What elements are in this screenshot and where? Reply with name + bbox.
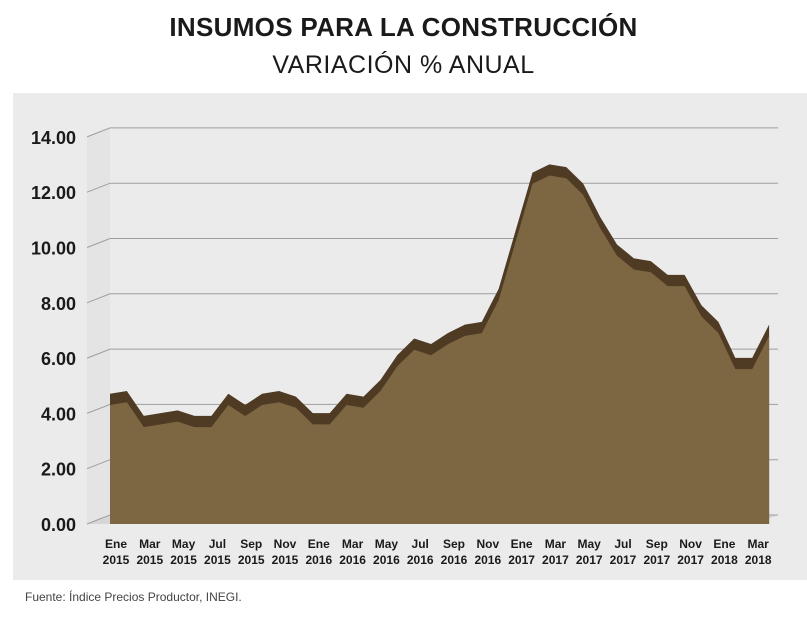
x-tick-label-month: May — [375, 537, 399, 551]
x-tick-label-year: 2017 — [576, 553, 603, 567]
x-tick-label-year: 2015 — [136, 553, 163, 567]
y-tick-label: 6.00 — [41, 349, 76, 369]
x-tick-label-year: 2017 — [643, 553, 670, 567]
x-tick-label-month: Jul — [412, 537, 429, 551]
x-tick-label-year: 2016 — [441, 553, 468, 567]
y-tick-label: 10.00 — [31, 239, 76, 259]
x-tick-label-month: May — [172, 537, 196, 551]
x-tick-label-month: May — [578, 537, 602, 551]
x-tick-label-year: 2018 — [711, 553, 738, 567]
x-tick-label-year: 2017 — [677, 553, 704, 567]
x-tick-label-year: 2016 — [305, 553, 332, 567]
x-tick-label-year: 2017 — [610, 553, 637, 567]
x-tick-label-year: 2015 — [103, 553, 130, 567]
x-tick-label-year: 2016 — [339, 553, 366, 567]
x-tick-label-month: Nov — [274, 537, 297, 551]
x-tick-label-month: Jul — [209, 537, 226, 551]
x-tick-label-month: Ene — [713, 537, 735, 551]
x-tick-label-month: Ene — [105, 537, 127, 551]
x-tick-label-month: Ene — [511, 537, 533, 551]
y-tick-label: 2.00 — [41, 460, 76, 480]
gridline — [86, 127, 779, 138]
x-tick-label-year: 2016 — [407, 553, 434, 567]
area-chart: 0.00 2.00 4.00 6.00 8.00 10.00 12.00 14.00 Ene 20… — [31, 127, 779, 567]
gridline — [86, 238, 779, 248]
area-fill — [110, 175, 770, 524]
y-tick-label: 4.00 — [41, 404, 76, 424]
gridline — [86, 182, 779, 193]
x-tick-label-month: Mar — [545, 537, 567, 551]
x-tick-label-year: 2015 — [204, 553, 231, 567]
chart-subtitle: VARIACIÓN % ANUAL — [272, 51, 535, 79]
source-note: Fuente: Índice Precios Productor, INEGI. — [25, 590, 242, 604]
x-tick-label-year: 2017 — [508, 553, 535, 567]
x-tick-label-month: Sep — [240, 537, 262, 551]
x-tick-label-month: Sep — [443, 537, 465, 551]
x-tick-label-month: Sep — [646, 537, 668, 551]
chart-side-wall — [87, 127, 110, 525]
chart-title: INSUMOS PARA LA CONSTRUCCIÓN — [169, 12, 638, 42]
x-tick-label-year: 2017 — [542, 553, 569, 567]
x-tick-label-year: 2016 — [373, 553, 400, 567]
x-tick-label-year: 2015 — [238, 553, 265, 567]
x-tick-label-month: Jul — [614, 537, 631, 551]
y-tick-label: 14.00 — [31, 128, 76, 148]
x-tick-label-month: Ene — [308, 537, 330, 551]
x-tick-label-month: Nov — [476, 537, 499, 551]
y-tick-label: 0.00 — [41, 515, 76, 535]
x-tick-label-year: 2018 — [745, 553, 772, 567]
x-tick-label-year: 2015 — [170, 553, 197, 567]
x-tick-label-month: Nov — [679, 537, 702, 551]
x-tick-label-month: Mar — [342, 537, 364, 551]
y-tick-label: 8.00 — [41, 294, 76, 314]
y-tick-label: 12.00 — [31, 183, 76, 203]
x-tick-label-year: 2015 — [272, 553, 299, 567]
x-tick-label-month: Mar — [139, 537, 161, 551]
x-tick-label-year: 2016 — [474, 553, 501, 567]
x-tick-label-month: Mar — [748, 537, 770, 551]
